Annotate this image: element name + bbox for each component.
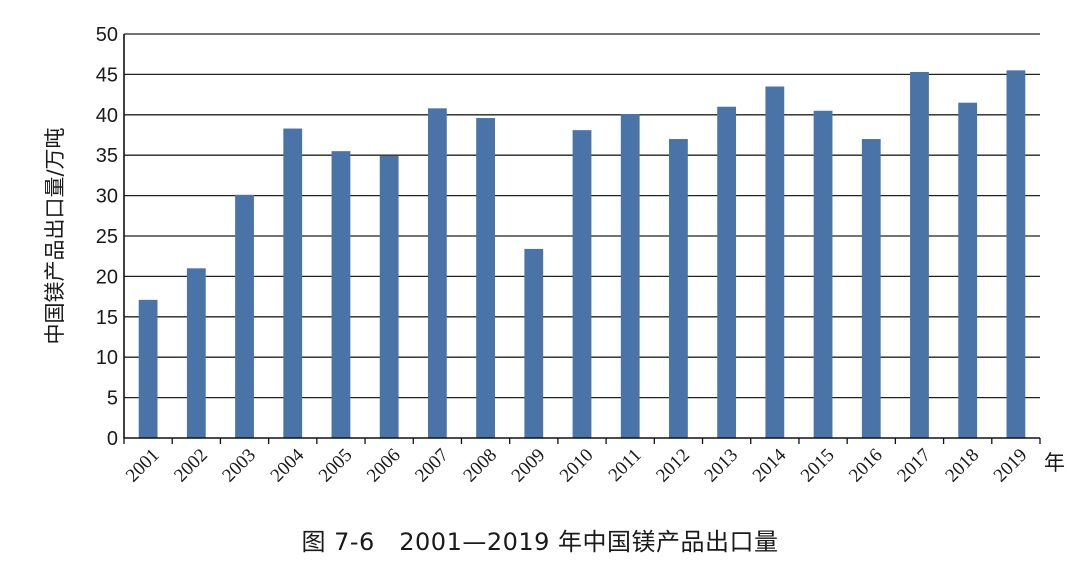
y-tick-label: 15 [96, 307, 118, 329]
x-tick-label: 2010 [556, 445, 598, 487]
y-tick-label: 10 [96, 347, 118, 369]
axes [123, 34, 1040, 439]
bar-2004 [283, 128, 303, 438]
bar-2006 [379, 156, 399, 438]
y-tick-label: 45 [96, 64, 118, 86]
x-tick-label: 2012 [652, 445, 694, 487]
bar-2016 [861, 139, 881, 439]
y-tick-labels: 0 5 10 15 20 25 30 35 40 45 50 [96, 24, 118, 450]
y-axis-label: 中国镁产品出口量/万吨 [43, 127, 67, 344]
bar-2012 [669, 139, 688, 439]
bar-2015 [813, 110, 833, 438]
y-tick-label: 20 [96, 266, 118, 288]
x-tick-label: 2018 [942, 445, 984, 487]
x-tick-label: 2001 [122, 445, 164, 487]
x-tick-label: 2013 [700, 445, 742, 487]
bar-2019 [1006, 70, 1026, 439]
x-tick-labels: 2001 2002 2003 2004 2005 2006 2007 2008 2009 2010… [122, 438, 1041, 487]
x-tick-label: 2014 [749, 444, 791, 486]
x-tick-label: 2011 [605, 445, 646, 486]
bar-2010 [572, 130, 592, 439]
x-tick-label: 2004 [267, 444, 309, 486]
x-tick-label: 2015 [797, 445, 839, 487]
x-tick-label: 2016 [845, 445, 887, 487]
y-tick-label: 25 [96, 226, 118, 248]
y-tick-label: 0 [107, 428, 118, 450]
x-tick-label: 2019 [990, 445, 1032, 487]
bar-2013 [717, 106, 737, 438]
x-tick-label: 2017 [893, 445, 935, 487]
figure-caption: 图 7-6 2001—2019 年中国镁产品出口量 [301, 528, 779, 556]
bar-2001 [138, 299, 158, 438]
bar-2014 [765, 86, 785, 439]
y-tick-label: 35 [96, 145, 118, 167]
bar-2002 [186, 268, 206, 438]
bar-2017 [910, 71, 929, 438]
y-tick-label: 40 [96, 105, 118, 127]
bar-2011 [620, 113, 640, 438]
x-tick-label: 2008 [459, 445, 501, 487]
x-tick-label: 2003 [218, 445, 260, 487]
y-tick-label: 30 [96, 186, 118, 208]
x-tick-label: 2006 [363, 445, 405, 487]
bar-2018 [958, 102, 978, 439]
x-tick-label: 2005 [315, 445, 357, 487]
bar-2005 [331, 151, 351, 438]
y-tick-label: 5 [107, 388, 118, 410]
bar-2003 [235, 194, 254, 438]
bar-2007 [427, 108, 447, 438]
x-tick-label: 2009 [508, 445, 550, 487]
y-tick-label: 50 [96, 24, 118, 46]
bar-2008 [476, 118, 495, 439]
bars [138, 70, 1026, 439]
x-tick-label: 2007 [411, 445, 453, 487]
x-tick-label: 2002 [170, 445, 212, 487]
bar-2009 [524, 248, 544, 438]
x-axis-unit-label: 年 [1044, 451, 1065, 475]
